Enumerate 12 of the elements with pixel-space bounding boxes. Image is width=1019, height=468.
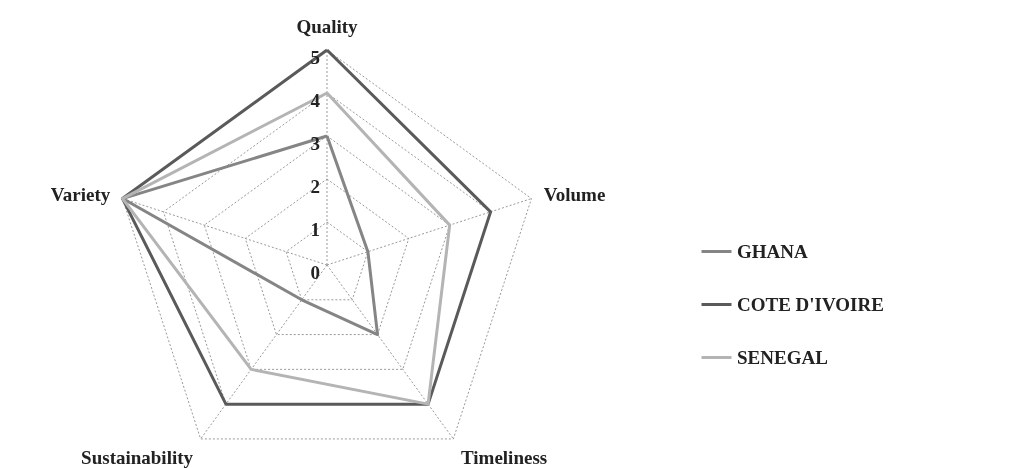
spoke-label: Sustainability — [81, 447, 194, 468]
spoke-label: Variety — [50, 183, 111, 205]
y-tick-label: 0 — [310, 262, 320, 283]
y-tick-label: 1 — [310, 219, 320, 240]
legend-label: COTE D'IVOIRE — [737, 293, 884, 315]
y-tick-label: 2 — [310, 176, 320, 197]
spoke-label: Timeliness — [460, 447, 548, 468]
y-tick-label: 4 — [310, 90, 321, 111]
spoke-label: Quality — [296, 16, 359, 38]
spoke-label: Volume — [543, 183, 606, 205]
legend-label: SENEGAL — [737, 346, 828, 368]
legend-label: GHANA — [737, 240, 808, 262]
